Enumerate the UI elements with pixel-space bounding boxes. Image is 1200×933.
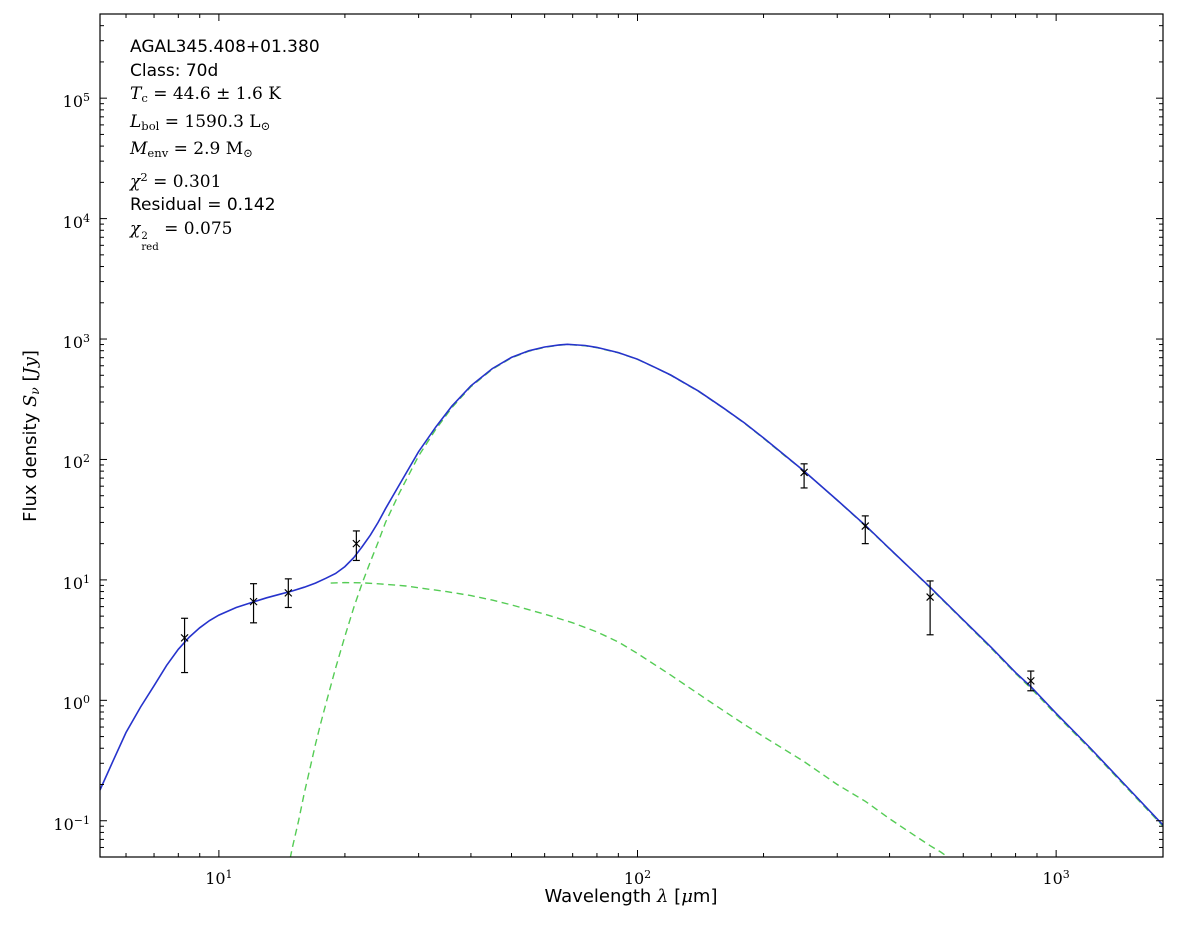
error-bar — [861, 515, 869, 545]
text-segment: m] — [692, 886, 718, 907]
text-segment: = 0.075 — [158, 218, 233, 239]
tick-base: 10 — [62, 333, 83, 353]
x-tick-label: 101 — [179, 864, 259, 890]
y-tick-label: 10−1 — [0, 810, 90, 836]
text-segment: = 44.6 ± 1.6 K — [147, 84, 281, 104]
annotation-line-residual: Residual = 0.142 — [130, 194, 320, 218]
tick-exponent: 0 — [83, 693, 90, 707]
text-segment: L — [130, 111, 142, 132]
plot-frame — [99, 13, 1164, 858]
total-model-fit-curve — [100, 343, 1163, 826]
tick-exponent: 5 — [83, 91, 90, 105]
text-segment: ν — [28, 387, 43, 395]
y-tick-label: 104 — [0, 208, 90, 234]
fit-parameters-annotation: AGAL345.408+01.380 Class: 70d Tc = 44.6 ± … — [130, 36, 320, 253]
text-segment: Residual = 0.142 — [130, 195, 276, 216]
tick-exponent: 2 — [83, 452, 90, 466]
y-tick-label: 101 — [0, 569, 90, 595]
tick-exponent: −1 — [73, 813, 90, 827]
model-curves — [100, 343, 1163, 857]
tick-exponent: 1 — [225, 868, 233, 881]
warm-component-curve — [330, 581, 949, 857]
data-point-x-marker — [284, 588, 293, 597]
annotation-line-chi-squared: χ2 = 0.301 — [130, 166, 320, 194]
text-segment: = 2.9 M — [168, 139, 244, 160]
text-segment: ] — [19, 350, 41, 358]
text-segment: S — [19, 394, 41, 408]
text-segment: [ — [19, 374, 41, 388]
text-segment: Wavelength — [544, 886, 658, 907]
tick-exponent: 2 — [644, 868, 652, 881]
text-segment: μ — [681, 886, 693, 907]
text-segment: Flux density — [19, 407, 41, 522]
tick-base: 10 — [62, 573, 83, 593]
y-tick-label: 102 — [0, 448, 90, 474]
y-tick-label: 100 — [0, 689, 90, 715]
text-segment: Jy — [19, 357, 41, 375]
error-bar — [926, 580, 934, 636]
text-segment: χ — [130, 218, 141, 239]
data-point-x-marker — [861, 522, 870, 530]
axis-ticks — [100, 14, 1163, 857]
tick-exponent: 1 — [83, 572, 90, 586]
text-segment: ⊙ — [243, 146, 253, 161]
photometric-data-points — [180, 463, 1035, 692]
error-bar — [250, 583, 258, 624]
text-segment: λ — [657, 886, 669, 907]
annotation-line-dust-temperature: Tc = 44.6 ± 1.6 K — [130, 83, 320, 111]
text-segment: bol — [141, 118, 160, 133]
data-point-x-marker — [352, 539, 361, 548]
y-axis-label: Flux density Sν [Jy] — [20, 350, 42, 522]
sup-sub-stack: 2 red — [141, 231, 159, 253]
tick-base: 10 — [62, 212, 83, 232]
text-segment: Class: 70d — [130, 60, 219, 81]
annotation-line-class: Class: 70d — [130, 60, 320, 84]
annotation-line-bolometric-luminosity: Lbol = 1590.3 L⊙ — [130, 111, 320, 139]
y-tick-label: 103 — [0, 328, 90, 354]
tick-base: 10 — [62, 453, 83, 473]
tick-base: 10 — [1042, 869, 1063, 889]
text-segment: T — [130, 84, 142, 104]
x-axis-label: Wavelength λ [μm] — [545, 886, 718, 907]
text-segment: [ — [668, 886, 682, 907]
y-tick-label: 105 — [0, 87, 90, 113]
data-point-x-marker — [249, 597, 258, 606]
text-segment: 2 — [140, 170, 148, 185]
text-segment: M — [130, 139, 148, 160]
x-tick-label: 102 — [598, 864, 678, 890]
error-bar — [352, 530, 360, 562]
annotation-line-reduced-chi-squared: χ 2 red = 0.075 — [130, 218, 320, 254]
text-segment: = 1590.3 L — [159, 111, 261, 132]
annotation-line-source-name: AGAL345.408+01.380 — [130, 36, 320, 60]
cold-envelope-component-curve — [289, 343, 1163, 857]
data-point-x-marker — [926, 593, 935, 601]
annotation-line-envelope-mass: Menv = 2.9 M⊙ — [130, 138, 320, 166]
text-segment: ⊙ — [260, 118, 271, 133]
error-bar — [800, 463, 808, 489]
error-bar — [181, 617, 189, 674]
tick-base: 10 — [205, 869, 226, 889]
tick-exponent: 3 — [1062, 868, 1070, 881]
tick-exponent: 4 — [83, 211, 90, 225]
tick-base: 10 — [62, 694, 83, 714]
text-segment: χ — [130, 171, 141, 192]
tick-base: 10 — [62, 92, 83, 112]
data-point-x-marker — [180, 633, 189, 642]
text-segment: = 0.301 — [147, 171, 222, 192]
x-tick-label: 103 — [1016, 864, 1096, 890]
tick-base: 10 — [623, 869, 645, 889]
text-segment: AGAL345.408+01.380 — [130, 37, 320, 57]
text-segment: c — [141, 91, 148, 106]
data-point-x-marker — [800, 468, 809, 477]
tick-base: 10 — [53, 814, 74, 834]
text-segment: env — [147, 146, 169, 161]
tick-exponent: 3 — [83, 332, 90, 346]
data-point-x-marker — [1026, 676, 1035, 685]
